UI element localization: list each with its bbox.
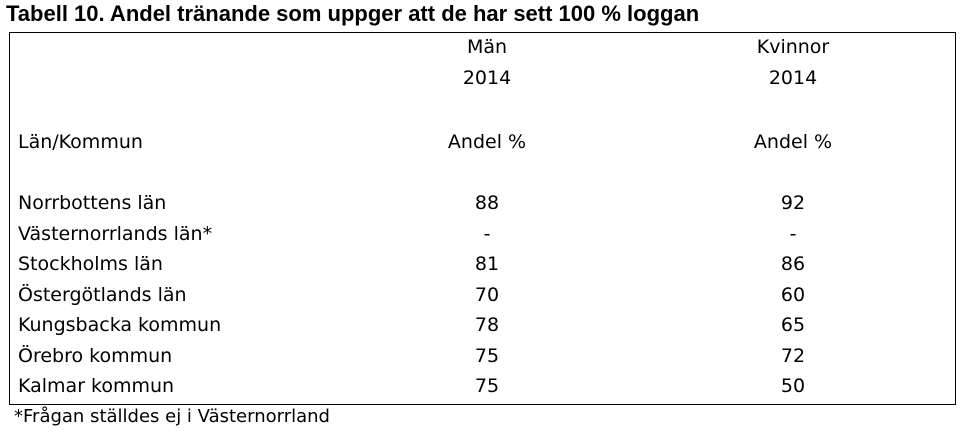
cell-value: 75 (474, 375, 500, 397)
border-right (955, 32, 956, 404)
footnote: *Frågan ställdes ej i Västernorrland (14, 406, 330, 427)
group-year: 2014 (462, 67, 512, 89)
cell-value: 92 (780, 192, 806, 214)
group-year: 2014 (768, 67, 818, 89)
cell-value: 86 (780, 253, 806, 275)
row-label: Stockholms län (18, 253, 163, 275)
column-header: Andel % (447, 131, 527, 153)
title: Tabell 10. Andel tränande som uppger att… (6, 1, 700, 26)
row-label: Örebro kommun (18, 344, 173, 367)
cell-value: - (483, 222, 491, 245)
group-label: Kvinnor (756, 36, 830, 58)
row-label: Norrbottens län (18, 192, 167, 214)
cell-value: 88 (474, 192, 500, 214)
group-label: Män (466, 36, 508, 58)
cell-value: 50 (780, 375, 806, 397)
row-label: Kalmar kommun (18, 375, 175, 397)
cell-value: 75 (474, 344, 500, 367)
cell-value: 78 (474, 314, 500, 336)
row-label: Östergötlands län (18, 283, 187, 306)
cell-value: 60 (780, 283, 806, 306)
row-label: Kungsbacka kommun (18, 314, 222, 336)
cell-value: - (789, 222, 797, 245)
border-top (9, 32, 956, 33)
cell-value: 72 (780, 344, 806, 367)
cell-value: 81 (474, 253, 500, 275)
border-left (9, 32, 10, 404)
cell-value: 70 (474, 283, 500, 306)
cell-value: 65 (780, 314, 806, 336)
column-header: Län/Kommun (18, 131, 143, 153)
row-label: Västernorrlands län* (18, 222, 213, 245)
border-bottom (9, 404, 956, 405)
column-header: Andel % (753, 131, 833, 153)
